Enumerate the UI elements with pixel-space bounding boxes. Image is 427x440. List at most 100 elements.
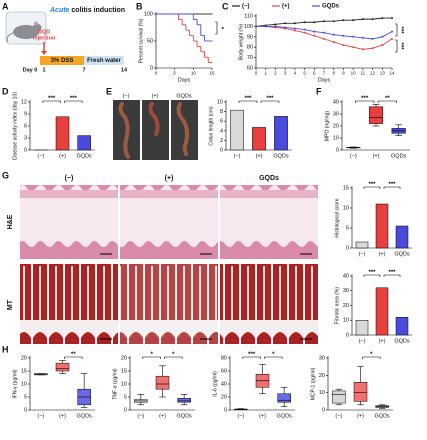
significance-bracket — [383, 274, 401, 277]
colon-photos: (−) (+) GQDs — [113, 93, 198, 160]
x-tick-label: (+) — [59, 153, 66, 159]
y-tick-label: 6 — [24, 123, 27, 129]
significance-bracket — [355, 100, 375, 103]
series-point — [352, 35, 355, 38]
photo-label: (+) — [152, 93, 159, 99]
y-tick-label: 80 — [221, 355, 227, 361]
bar — [375, 287, 389, 336]
row-label: MT — [7, 299, 14, 310]
box — [353, 382, 368, 402]
x-axis-label: Days — [318, 77, 331, 83]
y-tick-label: 50 — [147, 38, 153, 44]
significance-label: *** — [388, 182, 396, 188]
significance-bracket — [42, 100, 61, 103]
y-tick-label: 0 — [220, 147, 223, 153]
x-tick-label: (−) — [359, 338, 366, 344]
x-tick-label: GQDs — [273, 153, 289, 159]
significance-label: *** — [70, 96, 78, 102]
day-label: 7 — [82, 67, 85, 73]
series-point — [255, 25, 257, 28]
dss-label: 3% DSS — [51, 58, 74, 64]
series-point — [284, 22, 287, 25]
panel-label: E — [106, 86, 112, 96]
y-tick-label: 10 — [319, 390, 325, 396]
series-point — [284, 26, 287, 29]
box — [332, 390, 346, 404]
y-tick-label: 0 — [24, 407, 27, 413]
x-tick-label: (−) — [335, 413, 342, 419]
x-tick-label: 0 — [155, 71, 158, 76]
annotation-bracket — [215, 21, 218, 35]
y-tick-label: 2 — [220, 138, 223, 144]
series-point — [371, 47, 374, 50]
series-point — [332, 20, 335, 23]
x-tick-label: GQDs — [391, 153, 407, 159]
significance-label: * — [150, 352, 153, 358]
y-tick-label: 5 — [24, 394, 27, 400]
x-tick-label: 9 — [342, 71, 345, 76]
x-tick-label: GQDs — [375, 413, 391, 419]
series-point — [342, 19, 345, 22]
significance-bracket — [363, 186, 381, 189]
y-tick-label: 90 — [247, 34, 253, 40]
box — [177, 398, 191, 403]
series-point — [313, 21, 316, 24]
x-tick-label: 5 — [173, 71, 176, 76]
x-tick-label: (−) — [350, 153, 357, 159]
series-point — [303, 21, 306, 24]
column-label: GQDs — [259, 175, 279, 182]
colon — [176, 102, 190, 156]
x-tick-label: (−) — [359, 251, 366, 257]
y-tick-label: 20 — [221, 394, 227, 400]
bar — [395, 317, 409, 336]
column-label: (+) — [165, 175, 174, 182]
y-tick-label: 100 — [244, 24, 253, 30]
x-tick-label: 10 — [191, 71, 197, 76]
series-point — [361, 36, 364, 39]
series-point — [332, 41, 335, 43]
series-point — [361, 18, 364, 21]
legend-label: (+) — [282, 4, 290, 10]
significance-bracket — [64, 356, 83, 359]
y-tick-label: 60 — [221, 368, 227, 374]
water-bar — [84, 56, 124, 65]
x-axis-label: Days — [178, 77, 191, 83]
x-tick-label: (+) — [373, 153, 380, 159]
x-tick-label: 1 — [264, 71, 267, 76]
y-tick-label: 10 — [333, 135, 339, 141]
y-axis-label: Percent survival (%) — [138, 18, 144, 63]
y-tick-label: 3 — [24, 135, 27, 141]
annotation: * — [217, 27, 223, 30]
he-image — [20, 185, 118, 259]
x-tick-label: (+) — [379, 251, 386, 257]
series-point — [274, 23, 277, 26]
y-tick-label: 5 — [346, 225, 349, 231]
x-tick-label: GQDs — [177, 413, 193, 419]
y-tick-label: 4 — [220, 128, 223, 134]
x-tick-label: 8 — [332, 71, 335, 76]
day-label: 14 — [121, 67, 128, 73]
bar — [355, 320, 369, 336]
y-tick-label: 0 — [24, 147, 27, 153]
y-axis-label: MPO (ng/mg) — [324, 111, 330, 141]
mouse-body — [13, 25, 39, 39]
y-tick-label: 40 — [221, 381, 227, 387]
y-tick-label: 0 — [124, 407, 127, 413]
y-tick-label: 20 — [21, 355, 27, 361]
panel-label: A — [2, 1, 9, 11]
series-point — [274, 25, 277, 28]
significance-bracket — [383, 186, 401, 189]
series-point — [342, 44, 345, 47]
series-point — [264, 25, 267, 28]
x-tick-label: 10 — [351, 71, 357, 76]
photo-label: GQDs — [176, 93, 192, 99]
panel-label: B — [136, 1, 143, 11]
significance-bracket — [242, 356, 261, 359]
row-label: H&E — [7, 214, 14, 229]
y-axis-label: Body weight (%) — [238, 23, 244, 60]
significance-label: *** — [368, 182, 376, 188]
y-tick-label: 20 — [319, 373, 325, 379]
mt-image — [120, 264, 218, 344]
y-tick-label: 5 — [124, 394, 127, 400]
series-point — [342, 34, 345, 37]
